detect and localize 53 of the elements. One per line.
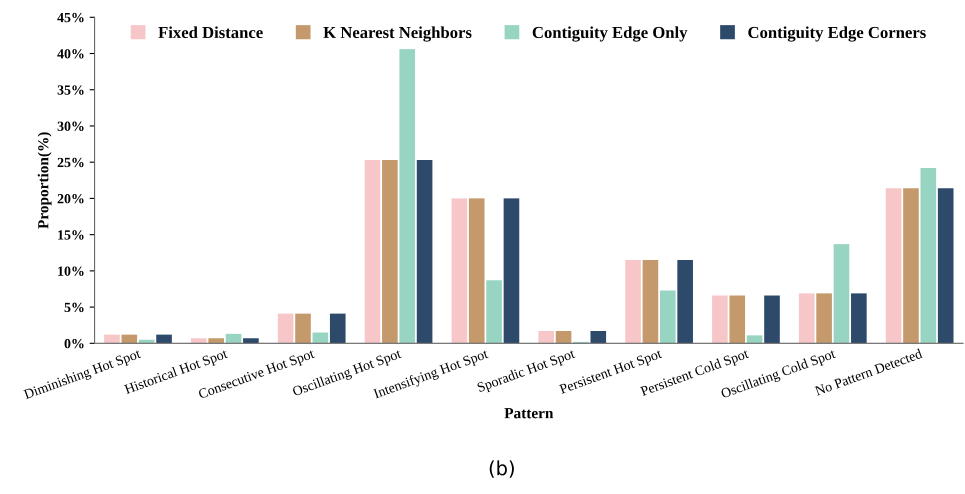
bar bbox=[486, 280, 502, 344]
bar bbox=[104, 334, 120, 344]
bar bbox=[278, 314, 294, 344]
bar bbox=[364, 160, 380, 344]
bar bbox=[851, 293, 867, 344]
text: (b) bbox=[490, 460, 514, 478]
y-tick-label: 45% bbox=[57, 12, 84, 22]
y-tick-label: 10% bbox=[58, 266, 84, 276]
bar bbox=[677, 260, 693, 344]
bar bbox=[504, 198, 520, 344]
bar bbox=[538, 331, 554, 344]
bar bbox=[399, 49, 416, 344]
bar bbox=[156, 334, 172, 344]
bar bbox=[903, 188, 919, 344]
bar bbox=[729, 296, 746, 344]
y-tick-label: 5% bbox=[64, 302, 84, 312]
bar bbox=[798, 293, 815, 344]
bar bbox=[382, 160, 398, 344]
y-tick-label: 35% bbox=[58, 85, 84, 95]
bar bbox=[660, 290, 676, 344]
y-axis-title: Proportion(%) bbox=[38, 132, 52, 229]
bar bbox=[642, 260, 658, 344]
bar bbox=[295, 314, 311, 344]
y-tick-label: 40% bbox=[57, 49, 84, 59]
bar bbox=[764, 296, 780, 344]
bar bbox=[556, 331, 572, 344]
bar bbox=[468, 198, 485, 344]
bar bbox=[121, 334, 138, 344]
legend-label: Contiguity Edge Corners bbox=[748, 26, 926, 42]
bar bbox=[452, 198, 468, 344]
bar bbox=[590, 331, 606, 344]
bar bbox=[712, 296, 728, 344]
bar bbox=[938, 188, 954, 344]
bar bbox=[416, 160, 432, 344]
legend-label: K Nearest Neighbors bbox=[323, 26, 472, 42]
bar bbox=[920, 168, 936, 344]
y-tick-label: 20% bbox=[58, 194, 84, 204]
bar bbox=[886, 188, 902, 344]
bar bbox=[312, 332, 328, 344]
y-tick-label: 15% bbox=[58, 230, 84, 240]
bar bbox=[746, 335, 762, 344]
y-tick-label: 0% bbox=[64, 338, 84, 348]
bar bbox=[834, 244, 850, 344]
y-tick-label: 25% bbox=[58, 158, 84, 168]
bar bbox=[226, 334, 242, 344]
legend-label: Contiguity Edge Only bbox=[532, 26, 688, 42]
bar bbox=[625, 260, 641, 344]
bar bbox=[138, 340, 154, 344]
x-axis-title: Pattern bbox=[504, 408, 554, 418]
bar bbox=[330, 314, 346, 344]
y-tick-label: 30% bbox=[58, 122, 84, 131]
legend-label: Fixed Distance bbox=[158, 26, 263, 38]
bar bbox=[816, 293, 832, 344]
